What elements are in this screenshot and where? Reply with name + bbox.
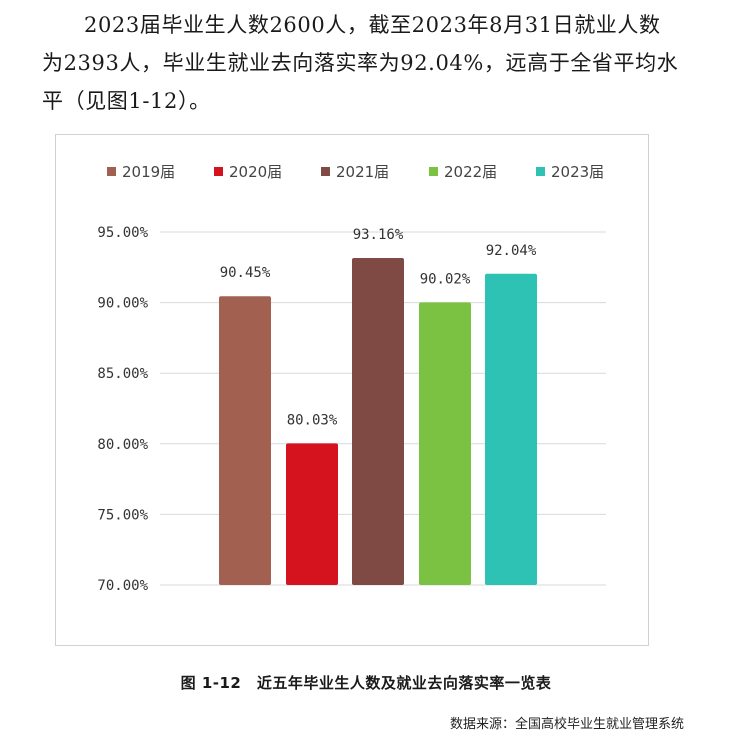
y-tick-label: 85.00% — [97, 366, 148, 382]
legend-label: 2022届 — [444, 163, 497, 181]
bar-2023届 — [485, 273, 537, 585]
data-label: 90.02% — [420, 271, 471, 287]
bar-2019届 — [219, 296, 271, 585]
data-label: 90.45% — [220, 265, 271, 281]
legend-label: 2023届 — [551, 163, 604, 181]
y-tick-label: 95.00% — [97, 225, 148, 241]
legend-label: 2019届 — [122, 163, 175, 181]
data-label: 92.04% — [486, 243, 537, 259]
bar-chart: 95.00% 90.00% 85.00% 80.00% 75.00% 70.00% 90.4… — [97, 163, 606, 594]
y-tick-label: 80.00% — [97, 437, 148, 453]
y-tick-label: 70.00% — [97, 578, 148, 594]
legend-label: 2020届 — [229, 163, 282, 181]
legend-swatch — [429, 167, 438, 176]
bar-2021届 — [352, 257, 404, 585]
legend-swatch — [321, 167, 330, 176]
bar-2020届 — [286, 443, 338, 585]
intro-paragraph: 2023届毕业生人数2600人，截至2023年8月31日就业人数为2393人，毕… — [42, 6, 682, 120]
data-label: 93.16% — [353, 227, 404, 243]
y-tick-label: 90.00% — [97, 296, 148, 312]
bar-2022届 — [419, 302, 471, 585]
legend-swatch — [107, 167, 116, 176]
data-label: 80.03% — [287, 412, 338, 428]
legend-swatch — [214, 167, 223, 176]
legend-label: 2021届 — [336, 163, 389, 181]
chart-frame: 95.00% 90.00% 85.00% 80.00% 75.00% 70.00% 90.4… — [55, 134, 649, 646]
data-source-note: 数据来源：全国高校毕业生就业管理系统 — [449, 717, 684, 732]
legend-swatch — [536, 167, 545, 176]
figure-caption: 图 1-12 近五年毕业生人数及就业去向落实率一览表 — [180, 674, 552, 692]
intro-paragraph-text: 2023届毕业生人数2600人，截至2023年8月31日就业人数为2393人，毕… — [42, 13, 679, 113]
y-tick-label: 75.00% — [97, 507, 148, 523]
